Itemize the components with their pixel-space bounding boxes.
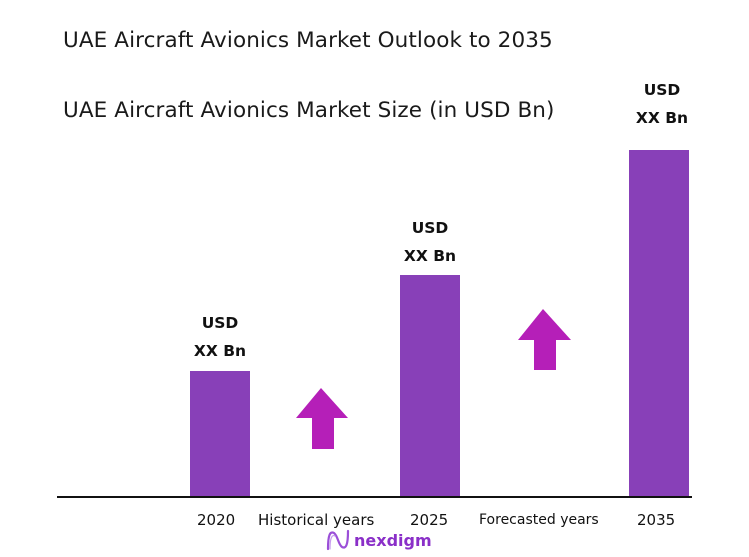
- x-tick-2025: 2025: [410, 511, 449, 529]
- data-label-value: XX Bn: [193, 342, 247, 360]
- nexdigm-logo: nexdigm: [326, 529, 432, 551]
- chart-subtitle: UAE Aircraft Avionics Market Size (in US…: [63, 98, 555, 123]
- period-label-historical: Historical years: [258, 511, 375, 529]
- data-label-value: XX Bn: [403, 247, 457, 265]
- logo-text: nexdigm: [354, 530, 432, 550]
- period-label-forecasted: Forecasted years: [479, 512, 599, 528]
- data-label-currency: USD: [643, 81, 681, 99]
- data-label-currency: USD: [411, 219, 449, 237]
- data-label-value: XX Bn: [635, 109, 689, 127]
- bar-2025: [400, 275, 460, 497]
- data-label-currency: USD: [201, 314, 239, 332]
- data-label-2035: USD XX Bn: [612, 76, 712, 132]
- data-label-2020: USD XX Bn: [170, 309, 270, 365]
- bar-2035: [629, 150, 689, 497]
- bar-2020: [190, 371, 250, 497]
- nexdigm-wave-icon: [326, 529, 350, 551]
- data-label-2025: USD XX Bn: [380, 214, 480, 270]
- x-tick-2035: 2035: [637, 511, 676, 529]
- chart-title: UAE Aircraft Avionics Market Outlook to …: [63, 28, 553, 53]
- growth-arrow-up-icon: [518, 309, 571, 370]
- x-axis-line: [57, 496, 692, 498]
- growth-arrow-up-icon: [296, 388, 348, 449]
- x-tick-2020: 2020: [197, 511, 236, 529]
